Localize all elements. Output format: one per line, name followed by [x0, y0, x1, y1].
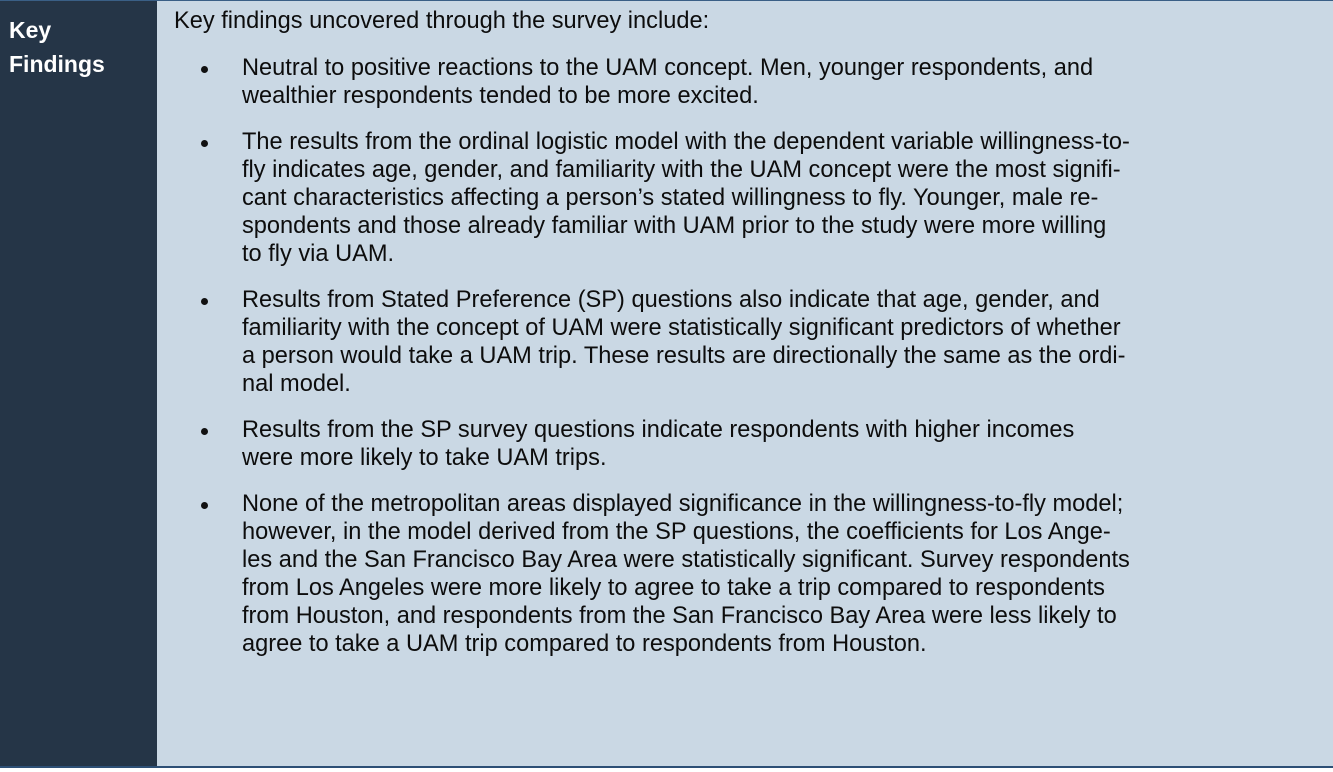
bullet-icon: [201, 140, 208, 147]
finding-item-3: Results from Stated Preference (SP) ques…: [174, 286, 1319, 398]
label-line-2: Findings: [9, 51, 105, 77]
finding-line: spondents and those already familiar wit…: [242, 213, 1107, 239]
bullet-icon: [201, 298, 208, 305]
finding-line: from Houston, and respondents from the S…: [242, 603, 1117, 629]
findings-content: Key findings uncovered through the surve…: [157, 1, 1333, 766]
finding-line: agree to take a UAM trip compared to res…: [242, 631, 927, 657]
finding-line: Results from the SP survey questions ind…: [242, 417, 1075, 443]
bullet-icon: [201, 502, 208, 509]
key-findings-label: Key Findings: [0, 1, 157, 766]
findings-list: Neutral to positive reactions to the UAM…: [174, 54, 1319, 658]
finding-line: Results from Stated Preference (SP) ques…: [242, 287, 1100, 313]
finding-line: to fly via UAM.: [242, 241, 395, 267]
finding-line: however, in the model derived from the S…: [242, 519, 1111, 545]
finding-item-1: Neutral to positive reactions to the UAM…: [174, 54, 1319, 110]
finding-line: nal model.: [242, 371, 351, 397]
finding-line: None of the metropolitan areas displayed…: [242, 491, 1124, 517]
bullet-icon: [201, 428, 208, 435]
finding-item-5: None of the metropolitan areas displayed…: [174, 490, 1319, 658]
bullet-icon: [201, 66, 208, 73]
finding-line: cant characteristics affecting a person’…: [242, 185, 1099, 211]
finding-item-4: Results from the SP survey questions ind…: [174, 416, 1319, 472]
finding-line: from Los Angeles were more likely to agr…: [242, 575, 1105, 601]
finding-line: fly indicates age, gender, and familiari…: [242, 157, 1121, 183]
label-line-1: Key: [9, 17, 52, 43]
finding-line: familiarity with the concept of UAM were…: [242, 315, 1121, 341]
finding-line: Neutral to positive reactions to the UAM…: [242, 55, 1094, 81]
finding-line: were more likely to take UAM trips.: [242, 445, 607, 471]
finding-line: les and the San Francisco Bay Area were …: [242, 547, 1130, 573]
finding-line: wealthier respondents tended to be more …: [242, 83, 759, 109]
finding-line: The results from the ordinal logistic mo…: [242, 129, 1130, 155]
finding-item-2: The results from the ordinal logistic mo…: [174, 128, 1319, 268]
findings-intro: Key findings uncovered through the surve…: [174, 8, 710, 34]
finding-line: a person would take a UAM trip. These re…: [242, 343, 1126, 369]
